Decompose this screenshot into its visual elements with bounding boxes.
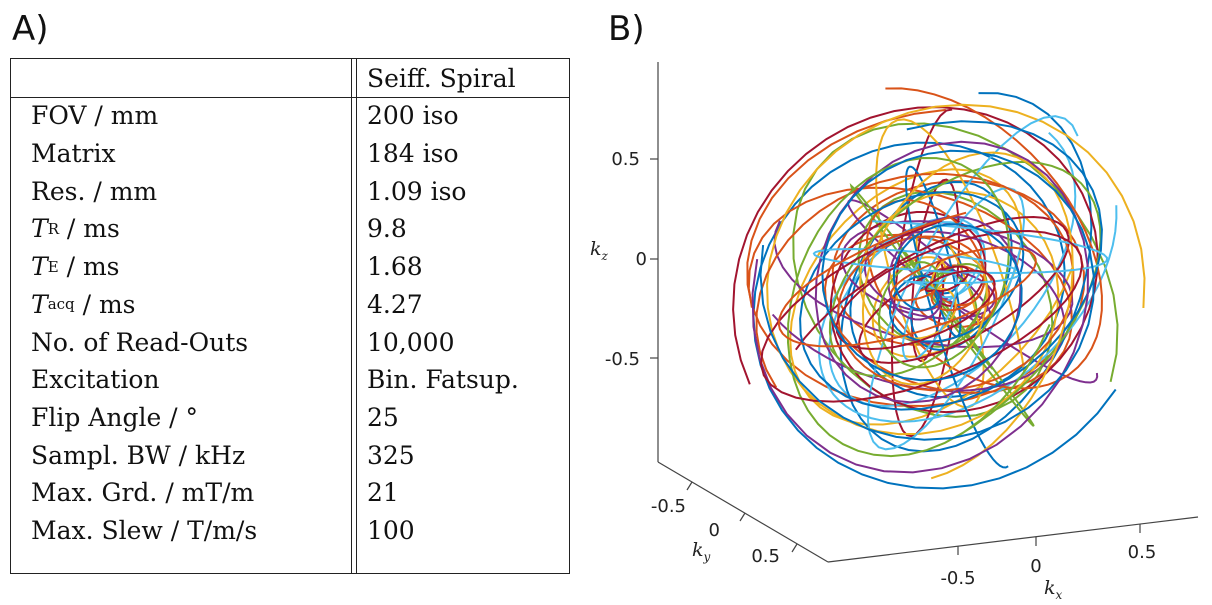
parameter-table: Seiff. Spiral FOV / mm 200 iso Matrix 184 i… xyxy=(10,58,570,574)
y-tick-mark xyxy=(739,512,746,522)
kspace-trajectory-plot: 0.5 0 -0.5 -0.5 0 0.5 -0.5 0 0.5 kz ky k… xyxy=(590,62,1199,602)
x-tick-label: 0 xyxy=(1030,556,1041,577)
table-row: Max. Grd. / mT/m 21 xyxy=(11,474,569,512)
table-row: Res. / mm 1.09 iso xyxy=(11,172,569,210)
trajectory-line xyxy=(777,211,1037,348)
y-tick-mark xyxy=(686,481,693,491)
trajectory-line xyxy=(861,151,1074,480)
table-row: Excitation Bin. Fatsup. xyxy=(11,361,569,399)
param-symbol: T xyxy=(31,214,48,244)
table-row: Flip Angle / ° 25 xyxy=(11,399,569,437)
y-tick-label: 0 xyxy=(709,520,720,541)
param-value-cell: 1.09 iso xyxy=(367,176,467,206)
table-column-header: Seiff. Spiral xyxy=(367,63,516,93)
param-value-cell: 200 iso xyxy=(367,101,459,131)
param-subscript: E xyxy=(47,257,59,276)
z-tick-label: -0.5 xyxy=(605,349,640,370)
trajectory-line xyxy=(828,160,1102,440)
param-value-cell: 4.27 xyxy=(367,289,423,319)
z-tick-label: 0 xyxy=(636,249,647,270)
param-name-cell: Max. Grd. / mT/m xyxy=(31,478,255,508)
trajectory-line xyxy=(812,220,1109,291)
param-name-cell: No. of Read-Outs xyxy=(31,327,249,357)
param-value-cell: 325 xyxy=(367,440,415,470)
column-divider-left xyxy=(351,59,352,573)
param-value-cell: 184 iso xyxy=(367,139,459,169)
param-subscript: acq xyxy=(47,295,75,314)
panel-b-label: B) xyxy=(608,9,645,49)
table-row: No. of Read-Outs 10,000 xyxy=(11,323,569,361)
trajectory-line xyxy=(771,230,1066,392)
trajectory-line xyxy=(759,149,1095,441)
param-unit: / ms xyxy=(58,252,120,282)
param-name-cell: Matrix xyxy=(31,139,116,169)
trajectory-line xyxy=(751,140,1090,474)
trajectory-line xyxy=(799,120,1103,411)
param-name-cell: Excitation xyxy=(31,365,160,395)
x-tick-label: -0.5 xyxy=(940,568,975,589)
param-unit: / ms xyxy=(58,214,120,244)
x-axis-line xyxy=(827,516,1199,563)
param-value-cell: 100 xyxy=(367,516,415,546)
param-symbol: T xyxy=(31,289,48,319)
header-rule xyxy=(11,97,569,98)
trajectory-line xyxy=(839,92,1093,453)
param-value-cell: 21 xyxy=(367,478,399,508)
table-row: Sampl. BW / kHz 325 xyxy=(11,436,569,474)
panel-a-label: A) xyxy=(12,9,49,49)
trajectory-group xyxy=(732,87,1146,490)
param-value-cell: Bin. Fatsup. xyxy=(367,365,519,395)
param-name-cell: Flip Angle / ° xyxy=(31,402,199,432)
trajectory-line xyxy=(759,219,1084,403)
param-name-cell: Res. / mm xyxy=(31,176,158,206)
z-axis-title: kz xyxy=(590,238,609,263)
y-tick-label: 0.5 xyxy=(751,546,780,567)
x-axis-title: kx xyxy=(1044,577,1063,602)
param-name-cell: Sampl. BW / kHz xyxy=(31,440,246,470)
y-tick-label: -0.5 xyxy=(651,496,686,517)
table-row: FOV / mm 200 iso xyxy=(11,97,569,135)
param-value-cell: 9.8 xyxy=(367,214,407,244)
column-divider-right xyxy=(356,59,357,573)
param-name-cell: Max. Slew / T/m/s xyxy=(31,516,258,546)
table-row: Matrix 184 iso xyxy=(11,135,569,173)
param-unit: / ms xyxy=(74,289,136,319)
trajectory-line xyxy=(755,172,1075,392)
z-tick-label: 0.5 xyxy=(611,149,640,170)
trajectory-line xyxy=(786,156,1051,458)
y-axis-line xyxy=(657,461,829,563)
param-value-cell: 25 xyxy=(367,402,399,432)
y-tick-mark xyxy=(791,543,798,553)
param-value-cell: 10,000 xyxy=(367,327,455,357)
param-subscript: R xyxy=(47,219,59,238)
y-axis-title: ky xyxy=(692,539,711,564)
param-value-cell: 1.68 xyxy=(367,252,423,282)
table-row: Max. Slew / T/m/s 100 xyxy=(11,512,569,550)
param-name-cell: FOV / mm xyxy=(31,101,159,131)
trajectory-line xyxy=(904,165,1009,469)
x-tick-label: 0.5 xyxy=(1128,542,1157,563)
param-symbol: T xyxy=(31,252,48,282)
